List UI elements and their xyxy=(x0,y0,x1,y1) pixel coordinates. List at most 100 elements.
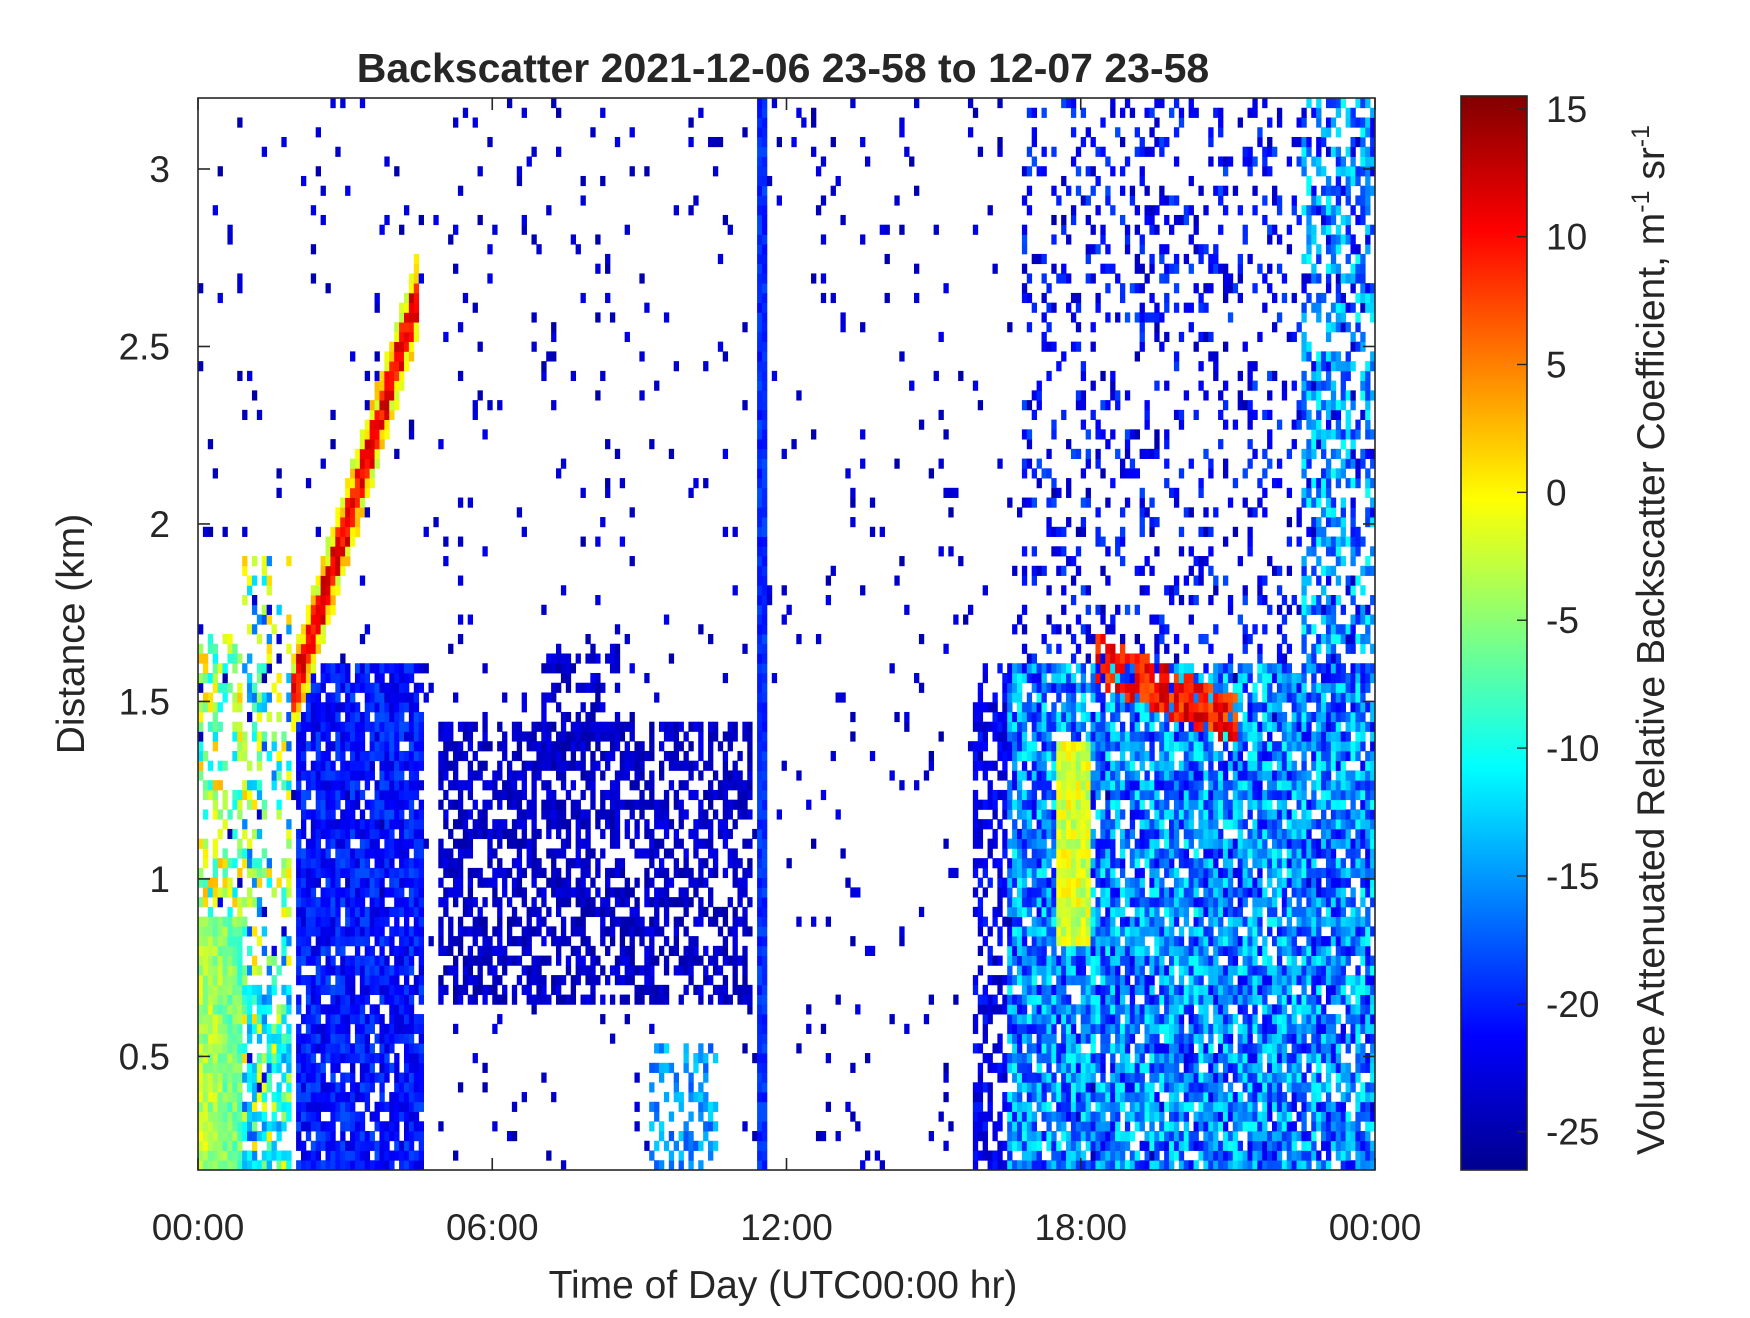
heatmap-cell xyxy=(345,185,351,196)
heatmap-cell xyxy=(536,887,542,898)
heatmap-cell xyxy=(1031,702,1038,713)
heatmap-cell xyxy=(1046,1111,1052,1122)
heatmap-cell xyxy=(242,556,248,567)
heatmap-cell xyxy=(757,721,763,732)
heatmap-cell xyxy=(384,370,390,382)
heatmap-cell xyxy=(222,1053,228,1064)
heatmap-cell xyxy=(217,721,223,732)
heatmap-cell xyxy=(570,234,577,245)
heatmap-cell xyxy=(658,760,665,771)
heatmap-cell xyxy=(389,702,395,713)
heatmap-cell xyxy=(761,624,768,635)
heatmap-cell xyxy=(1012,1062,1018,1073)
heatmap-cell xyxy=(1012,1004,1018,1015)
heatmap-cell xyxy=(747,926,753,937)
heatmap-cell xyxy=(634,799,640,810)
heatmap-cell xyxy=(369,419,375,430)
heatmap-cell xyxy=(286,672,292,684)
heatmap-cell xyxy=(757,672,763,684)
heatmap-cell xyxy=(1041,906,1047,918)
heatmap-cell xyxy=(266,663,272,674)
heatmap-cell xyxy=(1012,692,1018,703)
heatmap-cell xyxy=(629,556,635,567)
heatmap-cell xyxy=(374,867,380,879)
heatmap-cell xyxy=(394,1082,400,1093)
heatmap-cell xyxy=(1066,273,1072,284)
heatmap-cell xyxy=(997,721,1003,732)
heatmap-cell xyxy=(408,322,415,333)
heatmap-cell xyxy=(1021,643,1028,654)
heatmap-cell xyxy=(369,429,375,440)
heatmap-cell xyxy=(408,926,415,937)
heatmap-cell xyxy=(982,702,988,713)
heatmap-cell xyxy=(487,780,493,791)
heatmap-cell xyxy=(757,906,763,918)
heatmap-cell xyxy=(997,1062,1003,1073)
heatmap-cell xyxy=(1007,1111,1013,1122)
heatmap-cell xyxy=(222,955,228,966)
heatmap-cell xyxy=(869,526,876,537)
heatmap-cell xyxy=(394,1101,400,1112)
heatmap-cell xyxy=(369,682,375,693)
heatmap-cell xyxy=(644,1140,650,1151)
heatmap-cell xyxy=(997,1033,1003,1044)
heatmap-cell xyxy=(256,702,263,713)
heatmap-cell xyxy=(350,741,356,752)
heatmap-cell xyxy=(605,760,611,771)
heatmap-cell xyxy=(403,1023,410,1034)
heatmap-cell xyxy=(354,478,361,489)
heatmap-cell xyxy=(207,634,214,645)
heatmap-cell xyxy=(364,887,371,898)
heatmap-cell xyxy=(207,780,214,791)
heatmap-cell xyxy=(354,672,361,684)
heatmap-cell xyxy=(1070,702,1077,713)
heatmap-cell xyxy=(712,1101,719,1112)
heatmap-cell xyxy=(340,1053,346,1064)
heatmap-cell xyxy=(977,1150,984,1161)
heatmap-cell xyxy=(761,322,768,333)
heatmap-cell xyxy=(663,897,670,908)
heatmap-cell xyxy=(717,926,724,937)
heatmap-cell xyxy=(364,624,371,635)
heatmap-cell xyxy=(374,926,380,937)
heatmap-cell xyxy=(217,926,223,937)
heatmap-cell xyxy=(997,789,1003,801)
heatmap-cell xyxy=(560,672,567,684)
heatmap-cell xyxy=(359,838,366,849)
heatmap-cell xyxy=(761,224,768,235)
heatmap-cell xyxy=(335,526,341,537)
heatmap-cell xyxy=(1021,1014,1028,1025)
heatmap-cell xyxy=(237,1150,243,1161)
heatmap-cell xyxy=(977,994,984,1005)
heatmap-cell xyxy=(658,1062,665,1073)
heatmap-cell xyxy=(923,770,930,781)
heatmap-cell xyxy=(698,867,704,879)
heatmap-cell xyxy=(413,302,420,313)
heatmap-cell xyxy=(556,760,562,771)
heatmap-cell xyxy=(1021,770,1028,781)
heatmap-cell xyxy=(742,916,748,927)
heatmap-cell xyxy=(1041,858,1047,869)
heatmap-cell xyxy=(325,692,331,703)
heatmap-cell xyxy=(350,731,356,742)
heatmap-cell xyxy=(296,1160,302,1171)
heatmap-cell xyxy=(757,575,763,586)
heatmap-cell xyxy=(237,809,243,820)
heatmap-cell xyxy=(305,682,312,693)
heatmap-cell xyxy=(345,1150,351,1161)
heatmap-cell xyxy=(354,887,361,898)
heatmap-cell xyxy=(502,741,508,752)
heatmap-cell xyxy=(1021,292,1028,304)
heatmap-cell xyxy=(207,1101,214,1112)
heatmap-cell xyxy=(438,936,444,947)
heatmap-cell xyxy=(369,984,375,995)
heatmap-cell xyxy=(850,98,856,109)
heatmap-cell xyxy=(850,1111,856,1122)
heatmap-cell xyxy=(663,828,670,840)
heatmap-cell xyxy=(399,224,405,235)
heatmap-cell xyxy=(300,945,307,956)
heatmap-cell xyxy=(1066,439,1072,450)
heatmap-cell xyxy=(457,1082,464,1093)
heatmap-cell xyxy=(556,809,562,820)
heatmap-cell xyxy=(761,838,768,849)
